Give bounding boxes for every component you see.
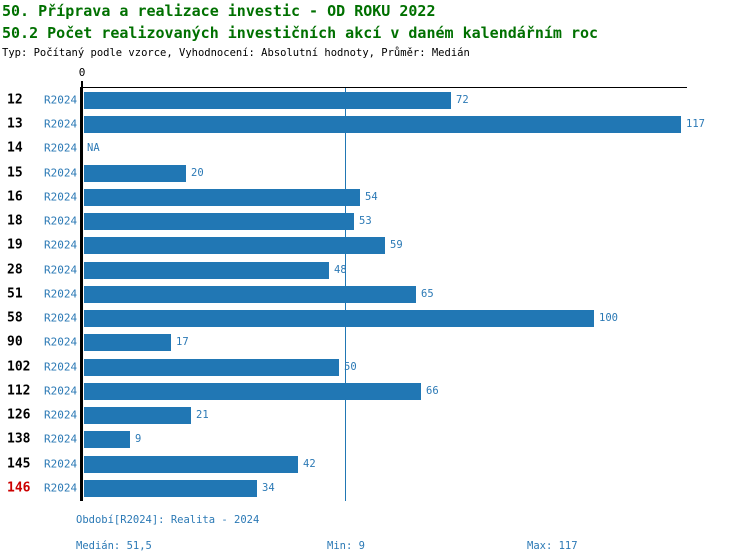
x-axis-zero-label: 0 [78, 66, 86, 79]
value-bar [84, 237, 385, 254]
footer-max-label: Max: 117 [527, 540, 578, 552]
row-period-label: R2024 [44, 287, 78, 301]
row-category-label: 90 [7, 334, 23, 350]
chart-row: 145 R2024 42 [0, 452, 750, 476]
footer-period-label: Období[R2024]: Realita - 2024 [76, 514, 260, 526]
row-period-label: R2024 [44, 360, 78, 374]
chart-row: 12 R2024 72 [0, 88, 750, 112]
chart-row: 19 R2024 59 [0, 233, 750, 257]
row-category-label: 19 [7, 237, 23, 253]
bar-value-label: 17 [176, 336, 189, 348]
chart-title: 50.2 Počet realizovaných investičních ak… [2, 24, 599, 42]
chart-row: 58 R2024 100 [0, 306, 750, 330]
row-period-label: R2024 [44, 335, 78, 349]
row-period-label: R2024 [44, 166, 78, 180]
value-bar [84, 286, 416, 303]
value-bar [84, 383, 421, 400]
value-bar [84, 262, 329, 279]
value-bar [84, 456, 298, 473]
chart-row: 28 R2024 48 [0, 258, 750, 282]
value-bar [84, 480, 257, 497]
value-bar [84, 92, 451, 109]
footer-min-label: Min: 9 [327, 540, 365, 552]
row-category-label: 51 [7, 286, 23, 302]
row-category-label: 28 [7, 262, 23, 278]
chart-row: 51 R2024 65 [0, 282, 750, 306]
row-category-label: 146 [7, 480, 31, 496]
value-bar [84, 407, 191, 424]
row-category-label: 18 [7, 213, 23, 229]
chart-row: 16 R2024 54 [0, 185, 750, 209]
row-period-label: R2024 [44, 238, 78, 252]
bar-chart-plot: 12 R2024 72 13 R2024 117 14 R2024 NA 15 R2024 20 16 R… [0, 88, 750, 501]
chart-row: 14 R2024 NA [0, 136, 750, 160]
bar-value-label: 53 [359, 215, 372, 227]
value-bar [84, 334, 171, 351]
row-category-label: 15 [7, 165, 23, 181]
row-period-label: R2024 [44, 481, 78, 495]
chart-row: 15 R2024 20 [0, 161, 750, 185]
bar-value-label: 65 [421, 288, 434, 300]
row-period-label: R2024 [44, 263, 78, 277]
value-bar [84, 359, 339, 376]
bar-value-label: 66 [426, 385, 439, 397]
bar-value-label: 21 [196, 409, 209, 421]
row-period-label: R2024 [44, 93, 78, 107]
chart-row: 146 R2024 34 [0, 476, 750, 500]
y-axis-line [80, 87, 83, 501]
value-bar [84, 310, 594, 327]
value-bar [84, 213, 354, 230]
row-period-label: R2024 [44, 117, 78, 131]
chart-row: 18 R2024 53 [0, 209, 750, 233]
row-period-label: R2024 [44, 141, 78, 155]
chart-row: 90 R2024 17 [0, 330, 750, 354]
row-category-label: 102 [7, 359, 31, 375]
value-bar [84, 165, 186, 182]
bar-value-label: 54 [365, 191, 378, 203]
chart-row: 13 R2024 117 [0, 112, 750, 136]
bar-value-label: 50 [344, 361, 357, 373]
row-category-label: 13 [7, 116, 23, 132]
row-category-label: 145 [7, 456, 31, 472]
bar-value-label: 48 [334, 264, 347, 276]
row-period-label: R2024 [44, 432, 78, 446]
row-category-label: 12 [7, 92, 23, 108]
bar-value-label: 100 [599, 312, 618, 324]
row-period-label: R2024 [44, 190, 78, 204]
bar-value-label: 72 [456, 94, 469, 106]
row-period-label: R2024 [44, 384, 78, 398]
row-category-label: 14 [7, 140, 23, 156]
chart-row: 138 R2024 9 [0, 427, 750, 451]
bar-value-label: 9 [135, 433, 142, 445]
chart-row: 126 R2024 21 [0, 403, 750, 427]
value-bar [84, 431, 130, 448]
na-value-label: NA [87, 142, 100, 154]
page-title: 50. Příprava a realizace investic - OD R… [2, 2, 436, 20]
x-axis-tick [81, 81, 83, 87]
bar-value-label: 34 [262, 482, 275, 494]
chart-row: 112 R2024 66 [0, 379, 750, 403]
bar-value-label: 59 [390, 239, 403, 251]
row-category-label: 112 [7, 383, 31, 399]
bar-value-label: 42 [303, 458, 316, 470]
row-period-label: R2024 [44, 311, 78, 325]
row-period-label: R2024 [44, 214, 78, 228]
row-category-label: 16 [7, 189, 23, 205]
chart-subtitle: Typ: Počítaný podle vzorce, Vyhodnocení:… [2, 47, 470, 59]
bar-value-label: 117 [686, 118, 705, 130]
x-axis-line [81, 87, 687, 88]
row-category-label: 58 [7, 310, 23, 326]
footer-median-label: Medián: 51,5 [76, 540, 152, 552]
value-bar [84, 116, 681, 133]
row-period-label: R2024 [44, 457, 78, 471]
row-category-label: 138 [7, 431, 31, 447]
value-bar [84, 189, 360, 206]
row-period-label: R2024 [44, 408, 78, 422]
row-category-label: 126 [7, 407, 31, 423]
chart-row: 102 R2024 50 [0, 355, 750, 379]
bar-value-label: 20 [191, 167, 204, 179]
